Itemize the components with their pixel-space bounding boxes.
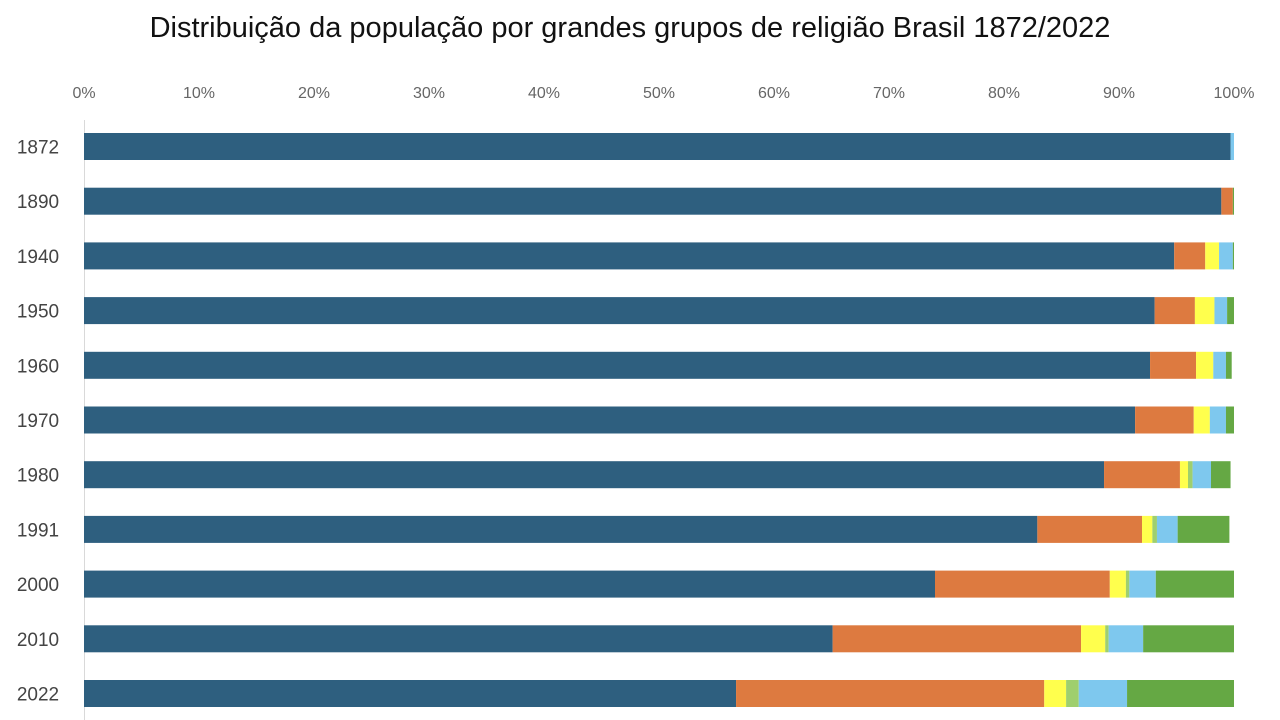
x-axis-ticks: 0% 10% 20% 30% 40% 50% 60% 70% 80% 90% 100% bbox=[72, 85, 1254, 102]
y-tick-label: 2010 bbox=[17, 630, 59, 651]
bar-segment bbox=[1142, 515, 1153, 543]
bar-segment bbox=[1125, 570, 1130, 598]
bar-segment bbox=[1194, 297, 1215, 325]
bar-segment bbox=[84, 297, 1155, 325]
bar-segment bbox=[1205, 242, 1220, 270]
bar-segment bbox=[1129, 570, 1156, 598]
bar-segment bbox=[1155, 570, 1234, 598]
bar-segment bbox=[1179, 461, 1188, 489]
bar-segment bbox=[1150, 351, 1197, 379]
x-tick-label: 10% bbox=[183, 85, 215, 102]
x-tick-label: 40% bbox=[528, 85, 560, 102]
bar-segment bbox=[1104, 461, 1180, 489]
bar-segment bbox=[84, 680, 737, 707]
bar-segment bbox=[1066, 680, 1079, 707]
bar-segment bbox=[84, 461, 1105, 489]
bar-segment bbox=[832, 625, 1082, 653]
bar-segment bbox=[1174, 242, 1206, 270]
bar-segment bbox=[1188, 461, 1193, 489]
bar-segment bbox=[1143, 625, 1234, 653]
chart-title: Distribuição da população por grandes gr… bbox=[149, 12, 1111, 44]
bar-segment bbox=[1078, 680, 1128, 707]
bar-segment bbox=[1156, 515, 1178, 543]
y-tick-label: 1872 bbox=[17, 138, 59, 159]
bar-segment bbox=[1221, 187, 1233, 215]
y-tick-label: 2022 bbox=[17, 685, 59, 706]
y-tick-label: 1991 bbox=[17, 520, 59, 541]
bar-segment bbox=[1227, 297, 1234, 325]
bar-segment bbox=[1127, 680, 1234, 707]
bar-segment bbox=[1105, 625, 1109, 653]
bar-segment bbox=[84, 570, 935, 598]
bar-segment bbox=[1219, 242, 1233, 270]
bar-segment bbox=[84, 133, 1231, 160]
bar-segment bbox=[1192, 461, 1211, 489]
bar-segment bbox=[1193, 406, 1210, 434]
x-tick-label: 60% bbox=[758, 85, 790, 102]
bar-segment bbox=[1230, 133, 1234, 160]
bar-segment bbox=[84, 515, 1038, 543]
y-tick-label: 1980 bbox=[17, 466, 59, 487]
bar-segment bbox=[1213, 351, 1226, 379]
y-tick-label: 2000 bbox=[17, 575, 59, 596]
bar-segment bbox=[935, 570, 1110, 598]
y-tick-label: 1970 bbox=[17, 411, 59, 432]
bar-segment bbox=[1225, 351, 1232, 379]
bar-segment bbox=[1225, 406, 1234, 434]
bar-segment bbox=[84, 351, 1151, 379]
y-axis-ticks: 1872 1890 1940 1950 1960 1970 1980 1991 2000 2010… bbox=[17, 138, 59, 706]
bar-segment bbox=[84, 187, 1222, 215]
bar-segment bbox=[1037, 515, 1142, 543]
x-tick-label: 100% bbox=[1214, 85, 1255, 102]
bar-segment bbox=[736, 680, 1045, 707]
bar-segment bbox=[1196, 351, 1214, 379]
bar-segment bbox=[1232, 187, 1234, 215]
x-tick-label: 70% bbox=[873, 85, 905, 102]
bar-segment bbox=[1211, 461, 1231, 489]
y-tick-label: 1940 bbox=[17, 247, 59, 268]
x-tick-label: 30% bbox=[413, 85, 445, 102]
bar-segment bbox=[1154, 297, 1195, 325]
x-tick-label: 80% bbox=[988, 85, 1020, 102]
bar-segment bbox=[1044, 680, 1067, 707]
x-tick-label: 20% bbox=[298, 85, 330, 102]
x-tick-label: 90% bbox=[1103, 85, 1135, 102]
bar-segment bbox=[1214, 297, 1228, 325]
x-tick-label: 0% bbox=[72, 85, 95, 102]
bar-segment bbox=[1109, 570, 1126, 598]
x-tick-label: 50% bbox=[643, 85, 675, 102]
y-tick-label: 1960 bbox=[17, 356, 59, 377]
y-tick-label: 1890 bbox=[17, 192, 59, 213]
bar-segment bbox=[1232, 242, 1234, 270]
bar-segment bbox=[1108, 625, 1144, 653]
bar-segment bbox=[1135, 406, 1194, 434]
bar-segment bbox=[1177, 515, 1230, 543]
bar-segment bbox=[1081, 625, 1106, 653]
bar-segment bbox=[84, 625, 833, 653]
bar-segment bbox=[1209, 406, 1226, 434]
bar-segment bbox=[84, 406, 1136, 434]
bar-segment bbox=[1152, 515, 1157, 543]
bar-series bbox=[84, 133, 1234, 707]
bar-segment bbox=[84, 242, 1175, 270]
y-tick-label: 1950 bbox=[17, 302, 59, 323]
